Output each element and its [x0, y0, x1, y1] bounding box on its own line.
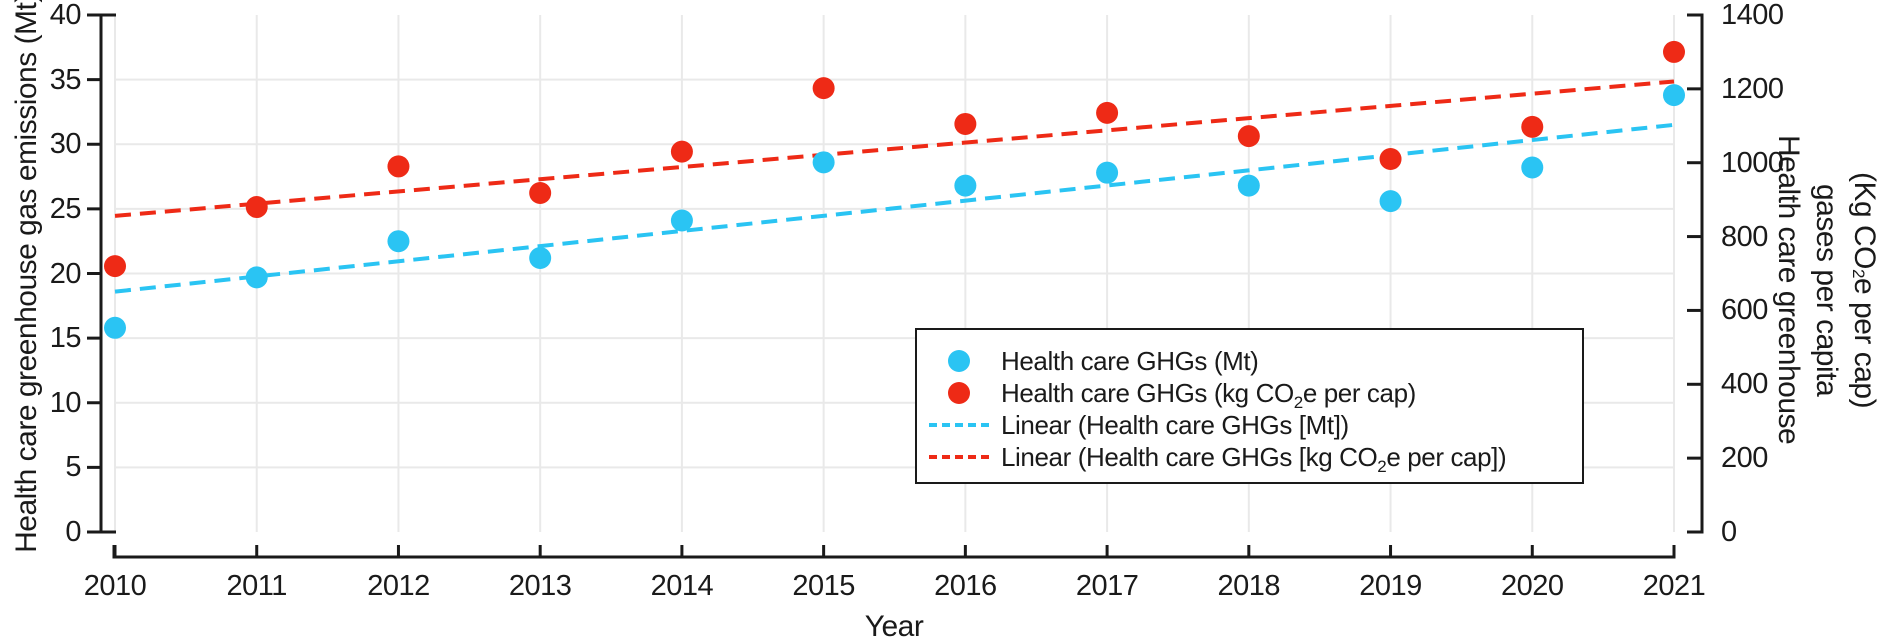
right-axis-tick-label-0: 0 — [1721, 516, 1737, 548]
left-axis-tick-label-20: 20 — [49, 257, 82, 290]
data-point-mt-2015 — [812, 151, 835, 174]
right-axis-tick-label-800: 800 — [1721, 220, 1768, 253]
legend-item-linear-mt: Linear (Health care GHGs [Mt]) — [917, 409, 1582, 441]
right-axis-tick-label-1200: 1200 — [1721, 72, 1784, 105]
data-point-percap-2014 — [670, 140, 693, 163]
left-axis-tick-label-15: 15 — [49, 322, 82, 355]
x-axis-tick-label-2010: 2010 — [83, 570, 147, 602]
data-point-percap-2019 — [1379, 148, 1402, 171]
data-point-percap-2017 — [1096, 101, 1119, 124]
data-point-percap-2020 — [1521, 115, 1544, 138]
left-axis-tick-label-40: 40 — [49, 0, 82, 31]
blue-dot-marker — [948, 350, 970, 372]
x-axis-tick-label-2019: 2019 — [1359, 570, 1422, 602]
left-axis-tick-label-5: 5 — [65, 451, 81, 484]
right-axis-tick-label-400: 400 — [1721, 368, 1768, 401]
data-point-percap-2015 — [812, 77, 835, 100]
left-axis-tick-label-35: 35 — [49, 63, 82, 96]
data-point-mt-2016 — [954, 174, 977, 197]
x-axis-tick-label-2018: 2018 — [1217, 570, 1281, 602]
data-point-percap-2010 — [104, 255, 126, 278]
right-axis-tick-label-200: 200 — [1721, 442, 1768, 475]
x-axis-tick-label-2021: 2021 — [1642, 570, 1706, 602]
left-axis-tick-label-30: 30 — [49, 128, 82, 161]
left-y-axis-title: Health care greenhouse gas emissions (Mt… — [10, 0, 43, 553]
right-y-axis-line — [1687, 13, 1704, 534]
x-axis-tick-label-2016: 2016 — [934, 570, 997, 602]
data-point-mt-2010 — [104, 316, 126, 339]
x-axis-tick-label-2014: 2014 — [650, 570, 714, 602]
data-point-percap-2021 — [1663, 40, 1685, 63]
data-point-percap-2012 — [387, 155, 410, 178]
co2-subscript: 2 — [1293, 393, 1303, 412]
data-point-mt-2018 — [1237, 174, 1260, 197]
right-axis-tick-label-600: 600 — [1721, 294, 1768, 327]
data-point-percap-2011 — [245, 196, 268, 219]
legend-item-ghg-percap: Health care GHGs (kg CO2e per cap) — [917, 377, 1582, 412]
x-axis-tick-label-2015: 2015 — [792, 570, 855, 602]
left-axis-tick-label-25: 25 — [49, 192, 82, 225]
x-axis-tick-label-2012: 2012 — [367, 570, 430, 602]
right-y-axis-title: Health care greenhouse gases per capita … — [1769, 113, 1878, 467]
x-axis-tick-label-2013: 2013 — [508, 570, 572, 602]
left-axis-tick-label-10: 10 — [49, 386, 82, 419]
x-axis-tick-label-2017: 2017 — [1075, 570, 1139, 602]
trendline-linear-percap — [114, 79, 1675, 218]
x-axis-title: Year — [864, 610, 924, 643]
x-axis-tick-label-2020: 2020 — [1501, 570, 1564, 602]
data-point-percap-2018 — [1237, 125, 1260, 148]
data-point-mt-2013 — [529, 246, 552, 269]
left-axis-tick-label-0: 0 — [65, 516, 81, 548]
x-axis-tick-label-2011: 2011 — [226, 570, 288, 602]
data-point-mt-2012 — [387, 230, 410, 253]
right-y-axis-title-line1: Health care greenhouse gases per capita — [1772, 135, 1843, 445]
data-point-mt-2017 — [1096, 161, 1119, 184]
co2-subscript: 2 — [1849, 268, 1868, 278]
data-point-mt-2014 — [670, 209, 693, 232]
chart-legend: Health care GHGs (Mt) Health care GHGs (… — [915, 328, 1584, 484]
co2-subscript: 2 — [1377, 457, 1387, 476]
right-y-axis-title-line2: (Kg CO2e per cap) — [1848, 171, 1878, 409]
data-point-percap-2013 — [529, 181, 552, 204]
red-dash-marker — [929, 455, 989, 459]
legend-item-ghg-mt: Health care GHGs (Mt) — [917, 345, 1582, 377]
blue-dash-marker — [929, 423, 989, 427]
data-point-mt-2021 — [1663, 84, 1685, 107]
data-point-mt-2020 — [1521, 156, 1544, 179]
data-point-mt-2019 — [1379, 190, 1402, 213]
data-point-percap-2016 — [954, 112, 977, 135]
right-axis-tick-label-1400: 1400 — [1721, 0, 1784, 31]
x-axis-line — [112, 545, 1676, 559]
data-point-mt-2011 — [245, 266, 268, 289]
red-dot-marker — [948, 382, 970, 404]
trendline-linear-mt — [114, 122, 1675, 294]
right-axis-tick-label-1000: 1000 — [1721, 146, 1784, 179]
legend-item-linear-percap: Linear (Health care GHGs [kg CO2e per ca… — [917, 441, 1582, 476]
